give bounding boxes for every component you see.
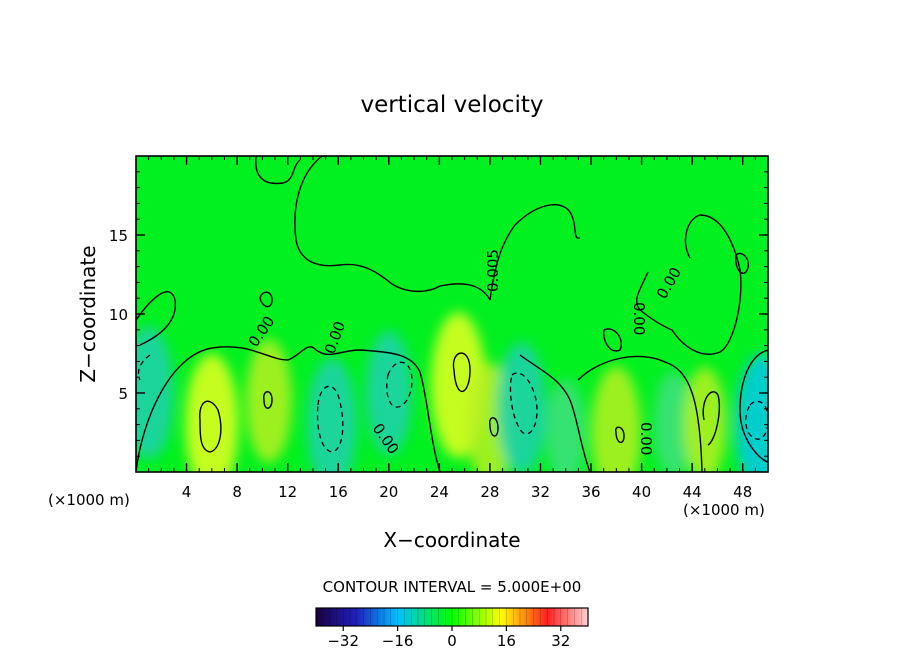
colorbar-tick-label: −32 [327, 632, 359, 650]
downdraft-region [653, 371, 693, 472]
contour-line [137, 354, 151, 381]
contour-label: 0.00 [630, 302, 648, 335]
colorbar-divisions [322, 608, 582, 626]
x-tick-label: 44 [683, 483, 702, 501]
contour-line [489, 204, 581, 301]
x-tick-label: 20 [379, 483, 398, 501]
contour-line [489, 417, 499, 437]
colorbar-tick-label: 16 [497, 632, 516, 650]
plot-area: 0.00 0.00 0.00 0.005 0.00 0.00 0.00 [135, 155, 769, 473]
colorbar-ticks: −32 −16 0 16 32 [327, 626, 570, 650]
x-tick-label: 48 [733, 483, 752, 501]
contour-line [259, 291, 273, 308]
velocity-field [136, 312, 768, 472]
contour-line [745, 400, 768, 440]
y-axis-label: Z−coordinate [76, 245, 100, 382]
x-unit-left: (×1000 m) [48, 491, 130, 509]
x-tick-label: 12 [278, 483, 297, 501]
y-tick-label: 10 [109, 306, 128, 324]
contour-line [386, 361, 413, 408]
colorbar-tick-label: 0 [447, 632, 457, 650]
updraft-region [185, 353, 239, 472]
contour-label: 0.00 [637, 422, 655, 455]
contour-line [136, 291, 177, 346]
downdraft-region [546, 379, 586, 472]
x-tick-label: 8 [232, 483, 242, 501]
x-tick-label: 16 [329, 483, 348, 501]
x-tick-label: 40 [632, 483, 651, 501]
contour-line [199, 400, 222, 453]
contour-line [739, 349, 768, 463]
downdraft-region [307, 358, 357, 472]
x-tick-label: 24 [430, 483, 449, 501]
contour-line [615, 426, 625, 443]
updraft-region [245, 338, 292, 463]
contour-line [509, 372, 538, 435]
contour-line [294, 156, 491, 301]
contour-label: 0.005 [484, 249, 502, 292]
contour-line [735, 252, 750, 274]
contour-lines [136, 156, 768, 472]
contour-line [255, 156, 301, 185]
x-axis-label: X−coordinate [383, 528, 520, 552]
downdraft-region [735, 353, 768, 472]
contour-line [603, 328, 622, 352]
contour-dashed [137, 354, 768, 453]
contour-interval-label: CONTOUR INTERVAL = 5.000E+00 [323, 578, 582, 596]
contour-line [263, 391, 273, 409]
contour-line [519, 354, 591, 472]
contour-line [136, 346, 441, 472]
x-tick-label: 36 [581, 483, 600, 501]
y-tick-label: 15 [109, 227, 128, 245]
y-axis-ticks: 5 10 15 [109, 171, 768, 457]
contour-line [702, 391, 720, 446]
y-tick-label: 5 [118, 385, 128, 403]
colorbar-tick-label: −16 [382, 632, 414, 650]
downdraft-region [496, 342, 547, 472]
contour-line [636, 214, 742, 355]
contour-line [452, 352, 471, 393]
x-axis-ticks: 4 8 12 16 20 24 28 32 36 40 44 48 [148, 156, 756, 501]
x-unit-right: (×1000 m) [683, 501, 765, 519]
contour-line [577, 355, 703, 472]
colorbar-gradient [316, 608, 588, 626]
colorbar-tick-label: 32 [551, 632, 570, 650]
chart-title: vertical velocity [361, 92, 544, 118]
x-tick-label: 4 [182, 483, 192, 501]
colorbar: −32 −16 0 16 32 [315, 607, 589, 650]
x-tick-label: 32 [531, 483, 550, 501]
updraft-region [591, 366, 642, 472]
x-tick-label: 28 [480, 483, 499, 501]
updraft-region [683, 367, 726, 472]
downdraft-region [136, 326, 174, 460]
contour-line [316, 385, 344, 453]
